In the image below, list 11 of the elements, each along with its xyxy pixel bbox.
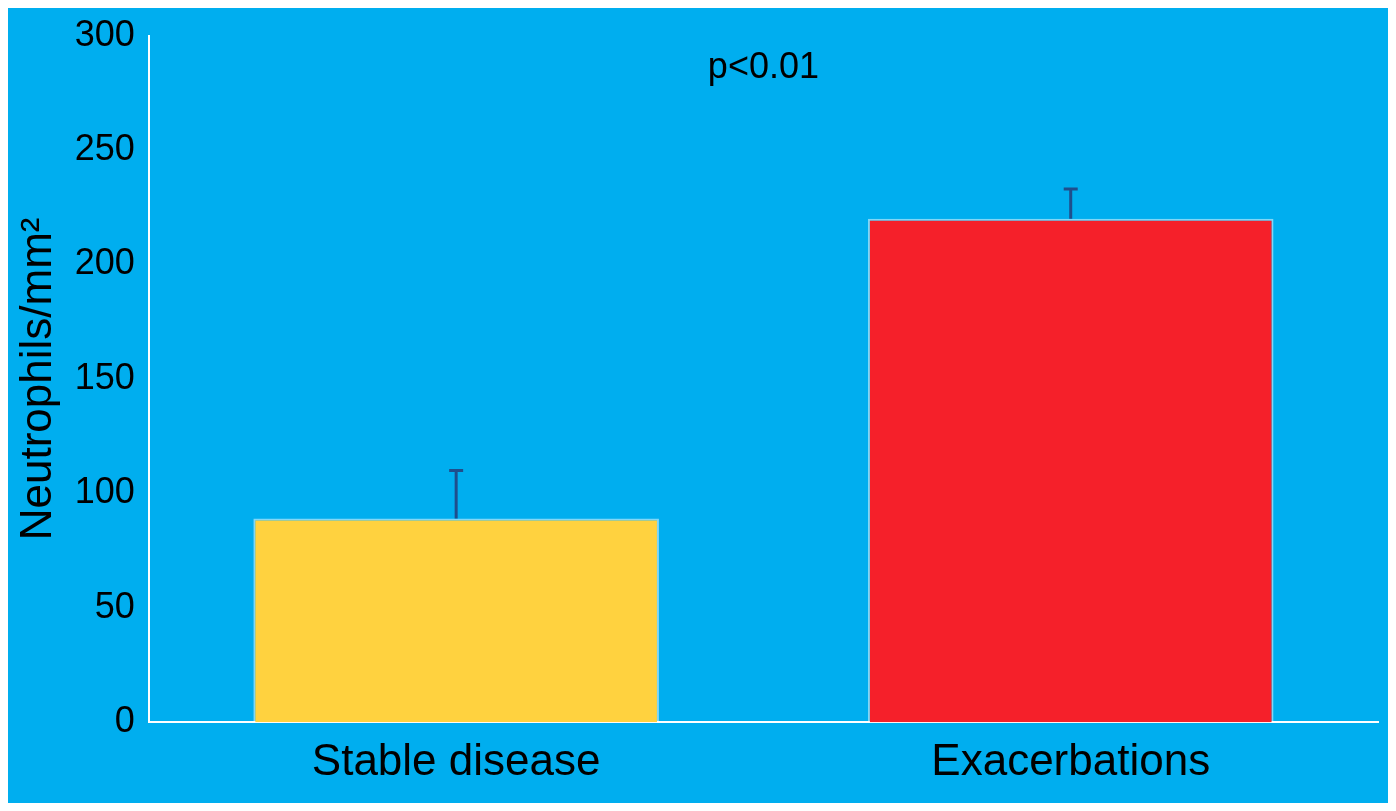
y-tick-label: 150 (74, 355, 135, 397)
x-tick-label: Stable disease (311, 734, 601, 784)
annotation: p<0.01 (707, 44, 819, 86)
x-tick-label: Exacerbations (931, 734, 1211, 784)
y-tick-label: 300 (74, 12, 135, 54)
y-tick-label: 200 (74, 241, 135, 283)
y-tick-label: 250 (74, 126, 135, 168)
y-tick-label: 50 (94, 584, 135, 626)
y-axis-title: Neutrophils/mm² (10, 217, 60, 541)
y-tick-label: 0 (114, 699, 135, 741)
y-tick-label: 100 (74, 470, 135, 512)
